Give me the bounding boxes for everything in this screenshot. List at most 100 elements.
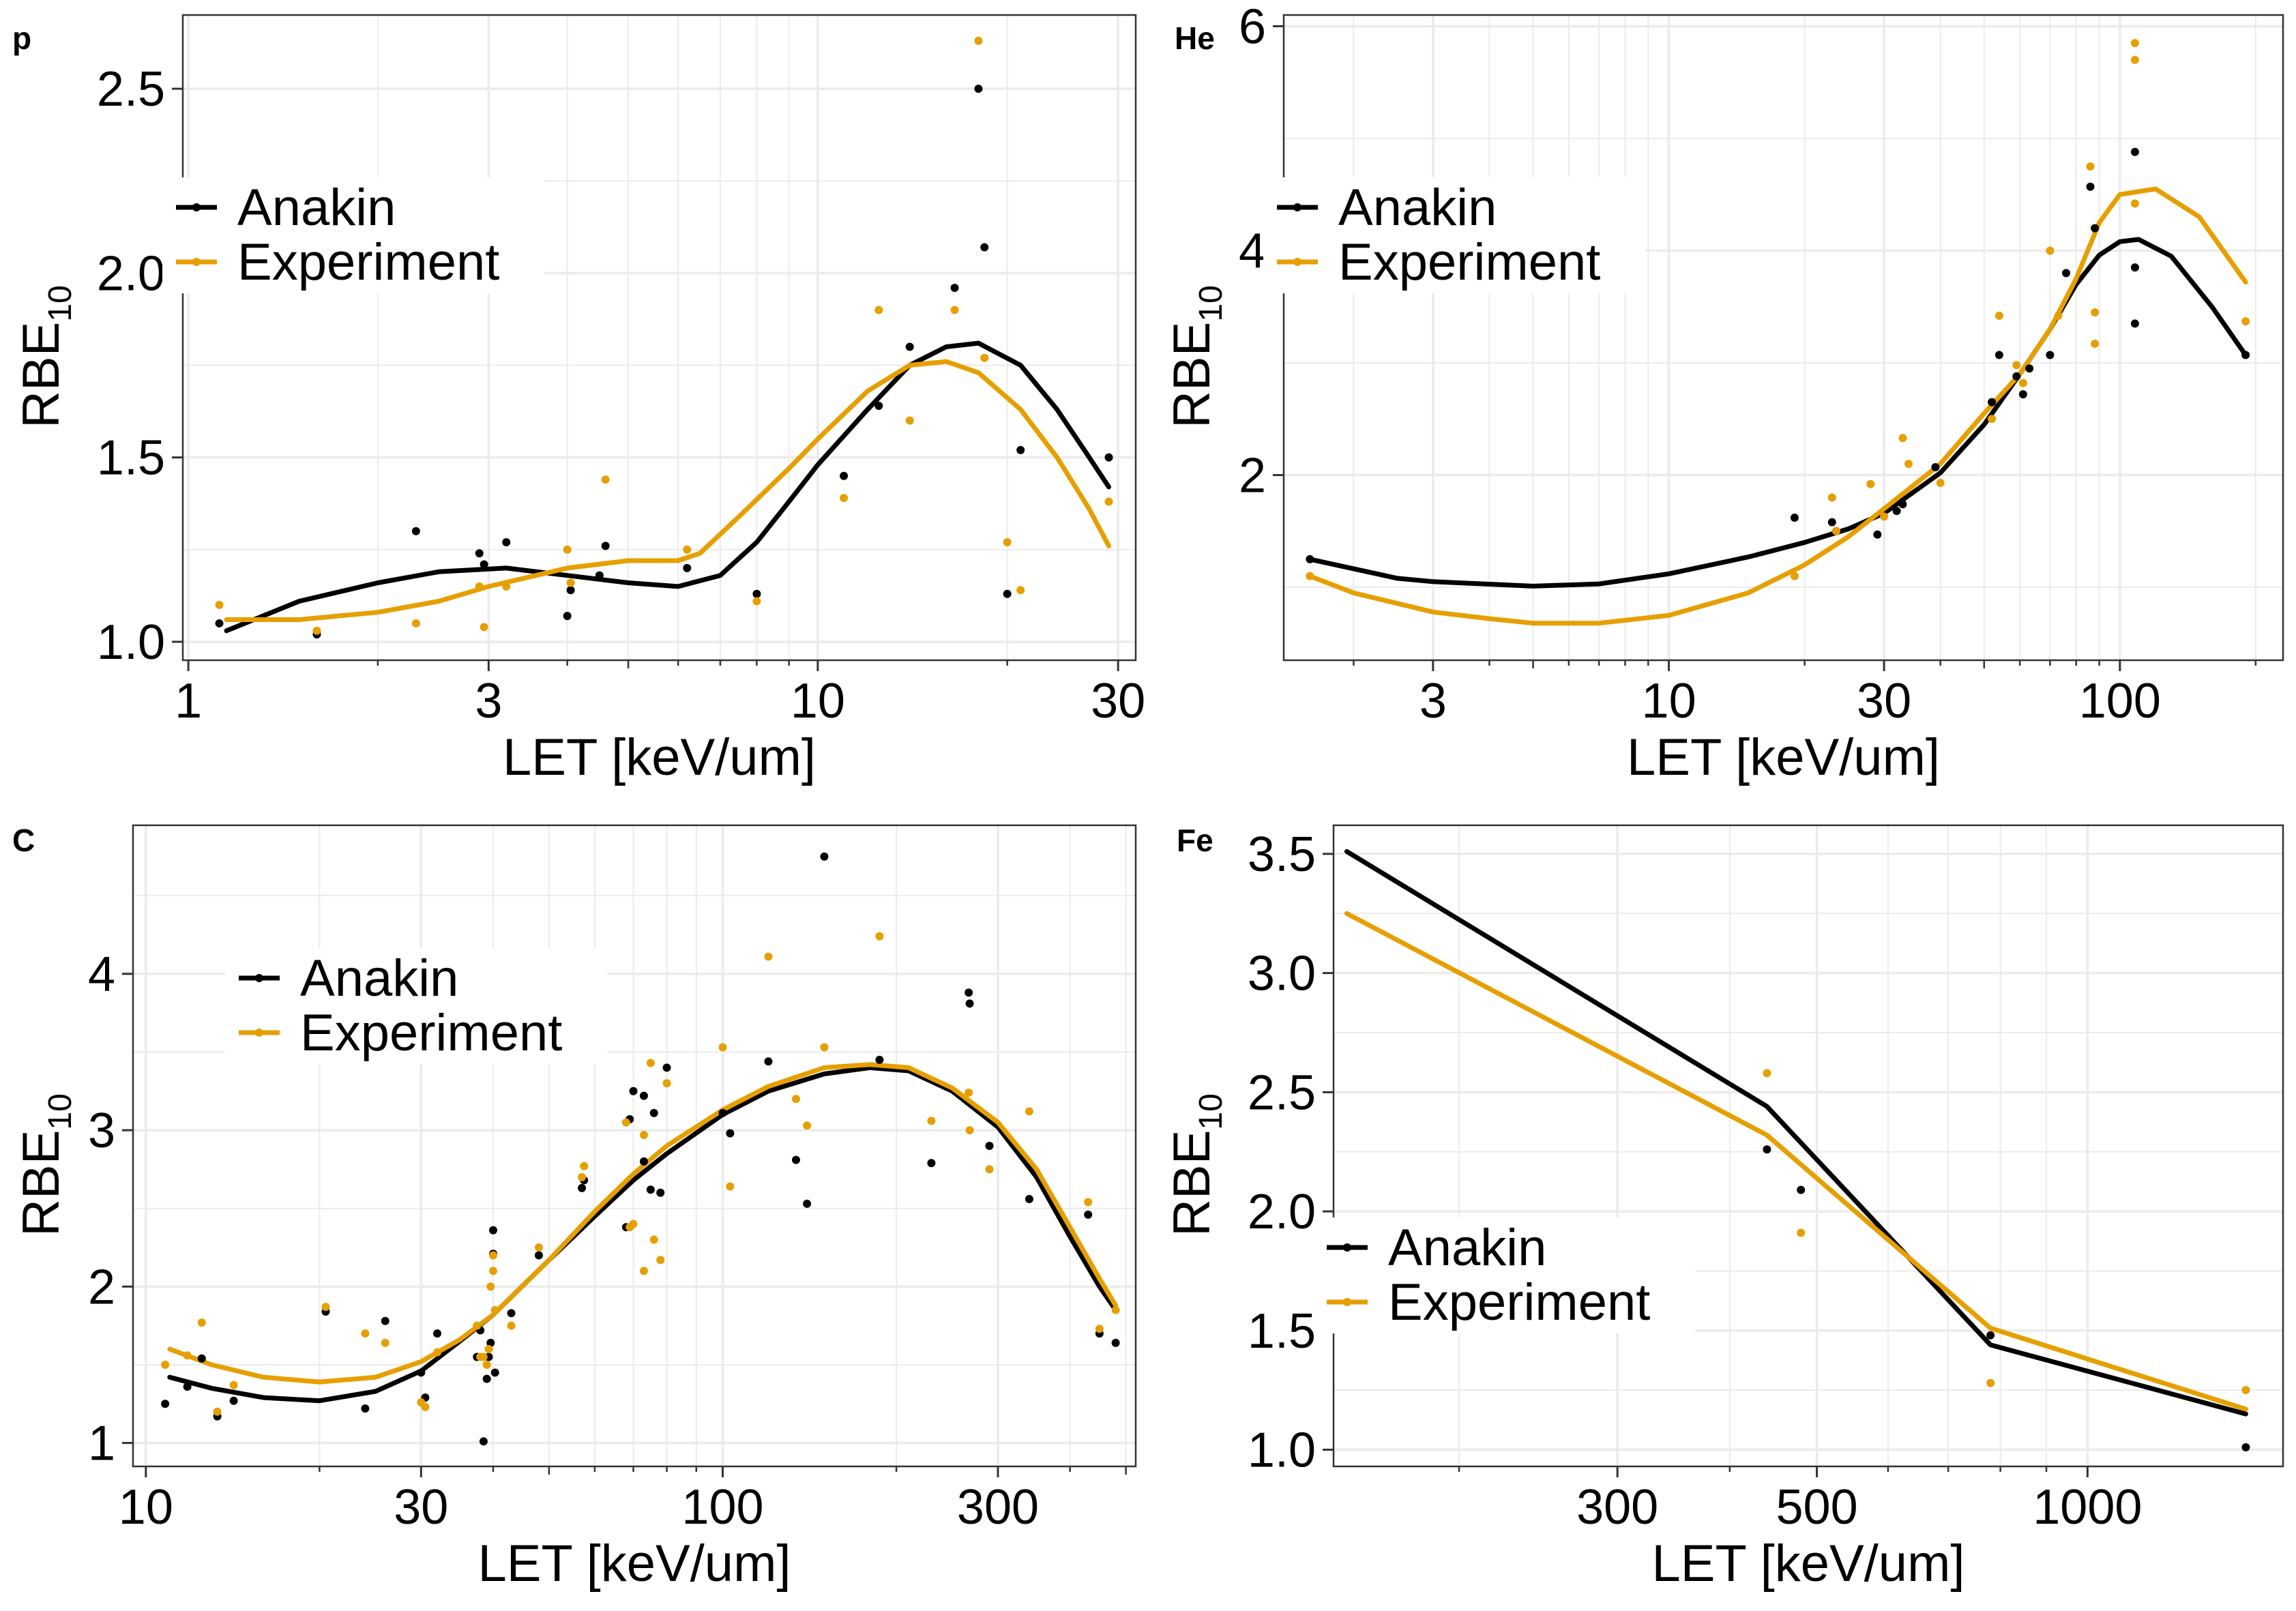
- panel-c-anakin-curve: [167, 1065, 1119, 1404]
- panel-c-anakin-point: [639, 1091, 648, 1100]
- panel-he-experiment-point: [2130, 199, 2139, 208]
- panel-c-anakin-point: [965, 988, 973, 997]
- panel-he-experiment-point: [1904, 460, 1913, 469]
- panel-he-y-tick-label: 2: [1239, 449, 1266, 503]
- panel-p-anakin-point: [566, 586, 575, 595]
- panel-p-experiment-point: [312, 626, 321, 635]
- panel-c-anakin-point: [662, 1063, 671, 1072]
- panel-c-experiment-point: [580, 1162, 589, 1170]
- panel-he-anakin-point: [2046, 351, 2055, 359]
- panel-he-experiment-point: [2018, 379, 2027, 387]
- panel-he-experiment-point: [1866, 479, 1875, 488]
- panel-c-anakin-point: [361, 1404, 370, 1413]
- panel-he-experiment-point: [2130, 55, 2139, 64]
- panel-p-legend-key-point-experiment: [192, 258, 201, 266]
- panel-he-anakin-point: [1892, 507, 1901, 516]
- panel-fe-legend-key-point-experiment: [1343, 1298, 1351, 1306]
- panel-c-experiment-point: [965, 1126, 974, 1135]
- panel-c-experiment-point: [507, 1321, 516, 1330]
- panel-c-anakin-point: [875, 1055, 884, 1064]
- panel-he-experiment-point: [2091, 340, 2100, 349]
- panel-p-anakin-point: [874, 402, 883, 411]
- panel-p-x-tick-label: 1: [175, 674, 202, 728]
- panel-p-anakin-point: [1104, 453, 1113, 462]
- panel-he-experiment-point: [1936, 479, 1945, 488]
- panel-he-frame: [1282, 14, 2284, 662]
- panel-p-legend-key-point-anakin: [192, 203, 201, 211]
- panel-he-y-axis-title-main: RBE: [1163, 322, 1221, 428]
- panel-he-legend-label-anakin: Anakin: [1338, 179, 1497, 237]
- panel-c-anakin-point: [381, 1316, 389, 1325]
- panel-he-anakin-point: [2130, 263, 2139, 272]
- panel-c-experiment-point: [578, 1172, 587, 1181]
- panel-c-experiment-point: [820, 1043, 829, 1052]
- panel-he-experiment-point: [1306, 572, 1314, 580]
- panel-c-experiment-point: [381, 1338, 389, 1347]
- panel-he-anakin-point: [2025, 364, 2034, 373]
- panel-fe-legend-background: [1313, 1217, 1695, 1333]
- panel-c-x-tick-label: 30: [394, 1480, 448, 1535]
- panel-c-experiment-point: [473, 1321, 482, 1330]
- panel-c-anakin-point: [965, 999, 974, 1008]
- panel-he-anakin-point: [1995, 351, 2003, 359]
- panel-c-anakin-point: [417, 1368, 426, 1377]
- panel-c-anakin-point: [726, 1129, 735, 1138]
- panel-c-experiment-point: [927, 1117, 936, 1125]
- panel-he-anakin-point: [1898, 500, 1907, 509]
- panel-p-experiment-point: [502, 582, 511, 591]
- panel-c-anakin-point: [803, 1199, 812, 1208]
- panel-he-anakin-point: [1827, 518, 1836, 527]
- panel-p-anakin-point: [601, 542, 610, 550]
- panel-c-experiment-point: [646, 1059, 655, 1067]
- panel-p-experiment-point: [601, 475, 610, 484]
- panel-he-experiment-point: [2091, 308, 2100, 316]
- panel-c-x-tick-label: 100: [681, 1480, 763, 1535]
- panel-p-anakin-point: [480, 560, 488, 569]
- panel-c-y-axis-title: RBE10: [12, 1093, 78, 1237]
- panel-he-anakin-point: [2091, 224, 2100, 233]
- panel-p-experiment-point: [874, 306, 883, 314]
- panel-p-anakin-point: [1016, 445, 1025, 454]
- panel-fe-y-tick-label: 3.5: [1248, 827, 1316, 882]
- panel-c-experiment-point: [1084, 1198, 1093, 1207]
- panel-c-experiment-point: [321, 1303, 330, 1312]
- panel-he-anakin-point: [2130, 319, 2139, 328]
- panel-c-experiment-point: [482, 1360, 491, 1369]
- panel-c-plot-area: [133, 825, 1136, 1466]
- panel-c-anakin-point: [629, 1087, 638, 1095]
- panel-he-x-axis-title: LET [keV/um]: [1627, 728, 1940, 786]
- panel-c-experiment-point: [1095, 1325, 1104, 1333]
- panel-c-anakin-point: [927, 1159, 936, 1168]
- panel-c-legend-label-experiment: Experiment: [300, 1004, 562, 1062]
- panel-he-y-axis-title-sub: 10: [1193, 285, 1229, 321]
- panel-c-experiment-point: [486, 1282, 495, 1291]
- panel-c-y-tick-label: 1: [88, 1417, 115, 1471]
- panel-c-experiment-point: [639, 1267, 648, 1275]
- panel-p-anakin-point: [1003, 589, 1012, 598]
- panel-fe-experiment-point: [2241, 1386, 2250, 1395]
- panel-p-experiment-point: [980, 353, 989, 362]
- panel-he-experiment-point: [1988, 415, 1997, 424]
- panel-c-legend-key-point-experiment: [255, 1029, 263, 1037]
- panel-he-y-tick-label: 4: [1239, 224, 1266, 278]
- panel-he-legend-key-point-experiment: [1293, 258, 1301, 266]
- panel-fe-y-tick-label: 3.0: [1248, 947, 1316, 1001]
- panel-c-anakin-point: [197, 1354, 206, 1363]
- panel-he-experiment-point: [2046, 246, 2055, 255]
- panel-c-experiment-point: [764, 952, 773, 961]
- panel-p-anakin-point: [905, 342, 914, 351]
- panel-c-experiment-point: [229, 1380, 238, 1389]
- panel-c-anakin-point: [229, 1396, 238, 1405]
- panel-he-experiment-point: [2130, 39, 2139, 48]
- panel-p-plot-area: [183, 15, 1136, 660]
- panel-c-anakin-point: [820, 852, 829, 861]
- panel-c-anakin-point: [488, 1226, 497, 1235]
- panel-p-anakin-point: [683, 563, 692, 572]
- panel-c-anakin-point: [646, 1185, 655, 1194]
